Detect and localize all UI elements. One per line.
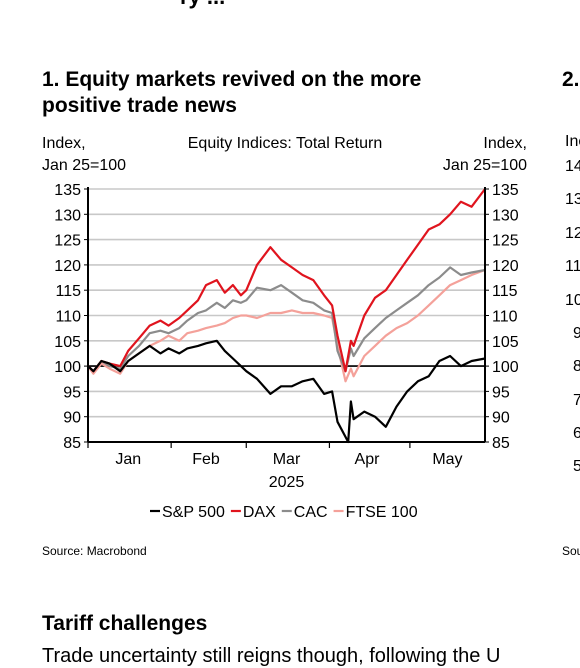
y-tick-label-left: 110 — [55, 309, 81, 326]
page-title-cut-off: ry ... — [180, 0, 225, 10]
y-axis-label-left: Index, — [42, 135, 86, 152]
y-tick-label-right: 90 — [492, 410, 510, 427]
y-tick-label-right: 125 — [492, 233, 519, 250]
y-tick-label-right: 105 — [492, 334, 519, 351]
right-chart-heading-cut-off: 2. M — [562, 68, 580, 91]
right-chart-tick-label: 10 — [565, 292, 580, 309]
y-axis-label-left: Jan 25=100 — [42, 157, 126, 174]
y-tick-label-left: 125 — [54, 233, 81, 250]
y-tick-label-right: 100 — [492, 359, 519, 376]
y-tick-label-right: 115 — [492, 283, 518, 300]
x-tick-label: Apr — [355, 451, 381, 468]
y-tick-label-left: 100 — [54, 359, 81, 376]
series-line-cac — [87, 266, 486, 373]
series-line-s-p-500 — [87, 339, 486, 444]
chart-svg: Equity Indices: Total Return Index, Jan 25… — [42, 135, 527, 521]
y-tick-label-left: 105 — [54, 334, 81, 351]
right-chart-source-cut-off: Sou — [562, 544, 580, 558]
y-tick-label-left: 90 — [63, 410, 81, 427]
y-tick-label-right: 95 — [492, 384, 510, 401]
y-tick-label-left: 115 — [55, 283, 81, 300]
x-axis-label: 2025 — [269, 474, 305, 491]
y-tick-label-left: 130 — [54, 207, 81, 224]
y-tick-label-right: 85 — [492, 435, 510, 452]
x-tick-label: Feb — [192, 451, 220, 468]
chart-source: Source: Macrobond — [42, 544, 147, 558]
right-chart-tick-label: 13 — [565, 191, 580, 208]
legend-label-dax: DAX — [243, 504, 276, 521]
y-axis-label-right: Index, — [483, 135, 527, 152]
y-tick-label-right: 130 — [492, 207, 519, 224]
right-chart-tick-label: 14 — [565, 158, 580, 175]
x-tick-label: Mar — [273, 451, 301, 468]
equity-indices-chart: Equity Indices: Total Return Index, Jan 25… — [0, 125, 555, 540]
right-chart-tick-label: 5 — [573, 458, 580, 475]
right-chart-tick-label: 12 — [565, 225, 580, 242]
y-tick-label-right: 120 — [492, 258, 519, 275]
y-tick-label-right: 135 — [492, 182, 519, 199]
section-heading: Tariff challenges — [42, 612, 208, 635]
right-chart-tick-label: 11 — [565, 258, 580, 275]
right-chart-ylabel-cut-off: Inc — [565, 133, 580, 150]
x-tick-label: Jan — [115, 451, 141, 468]
right-chart-tick-label: 9 — [573, 325, 580, 342]
right-chart-tick-label: 6 — [573, 425, 580, 442]
legend-label-ftse-100: FTSE 100 — [346, 504, 418, 521]
series-line-dax — [87, 188, 486, 373]
y-tick-label-left: 85 — [63, 435, 81, 452]
legend-label-s-p-500: S&P 500 — [162, 504, 225, 521]
chart-heading: 1. Equity markets revived on the more po… — [42, 68, 422, 117]
legend-label-cac: CAC — [294, 504, 328, 521]
y-tick-label-left: 120 — [54, 258, 81, 275]
y-tick-label-left: 95 — [63, 384, 81, 401]
y-axis-label-right: Jan 25=100 — [443, 157, 527, 174]
x-tick-label: May — [432, 451, 462, 468]
right-chart-tick-label: 7 — [573, 392, 580, 409]
right-chart-tick-label: 8 — [573, 358, 580, 375]
y-tick-label-left: 135 — [54, 182, 81, 199]
y-tick-label-right: 110 — [492, 309, 518, 326]
chart-title: Equity Indices: Total Return — [188, 135, 382, 152]
